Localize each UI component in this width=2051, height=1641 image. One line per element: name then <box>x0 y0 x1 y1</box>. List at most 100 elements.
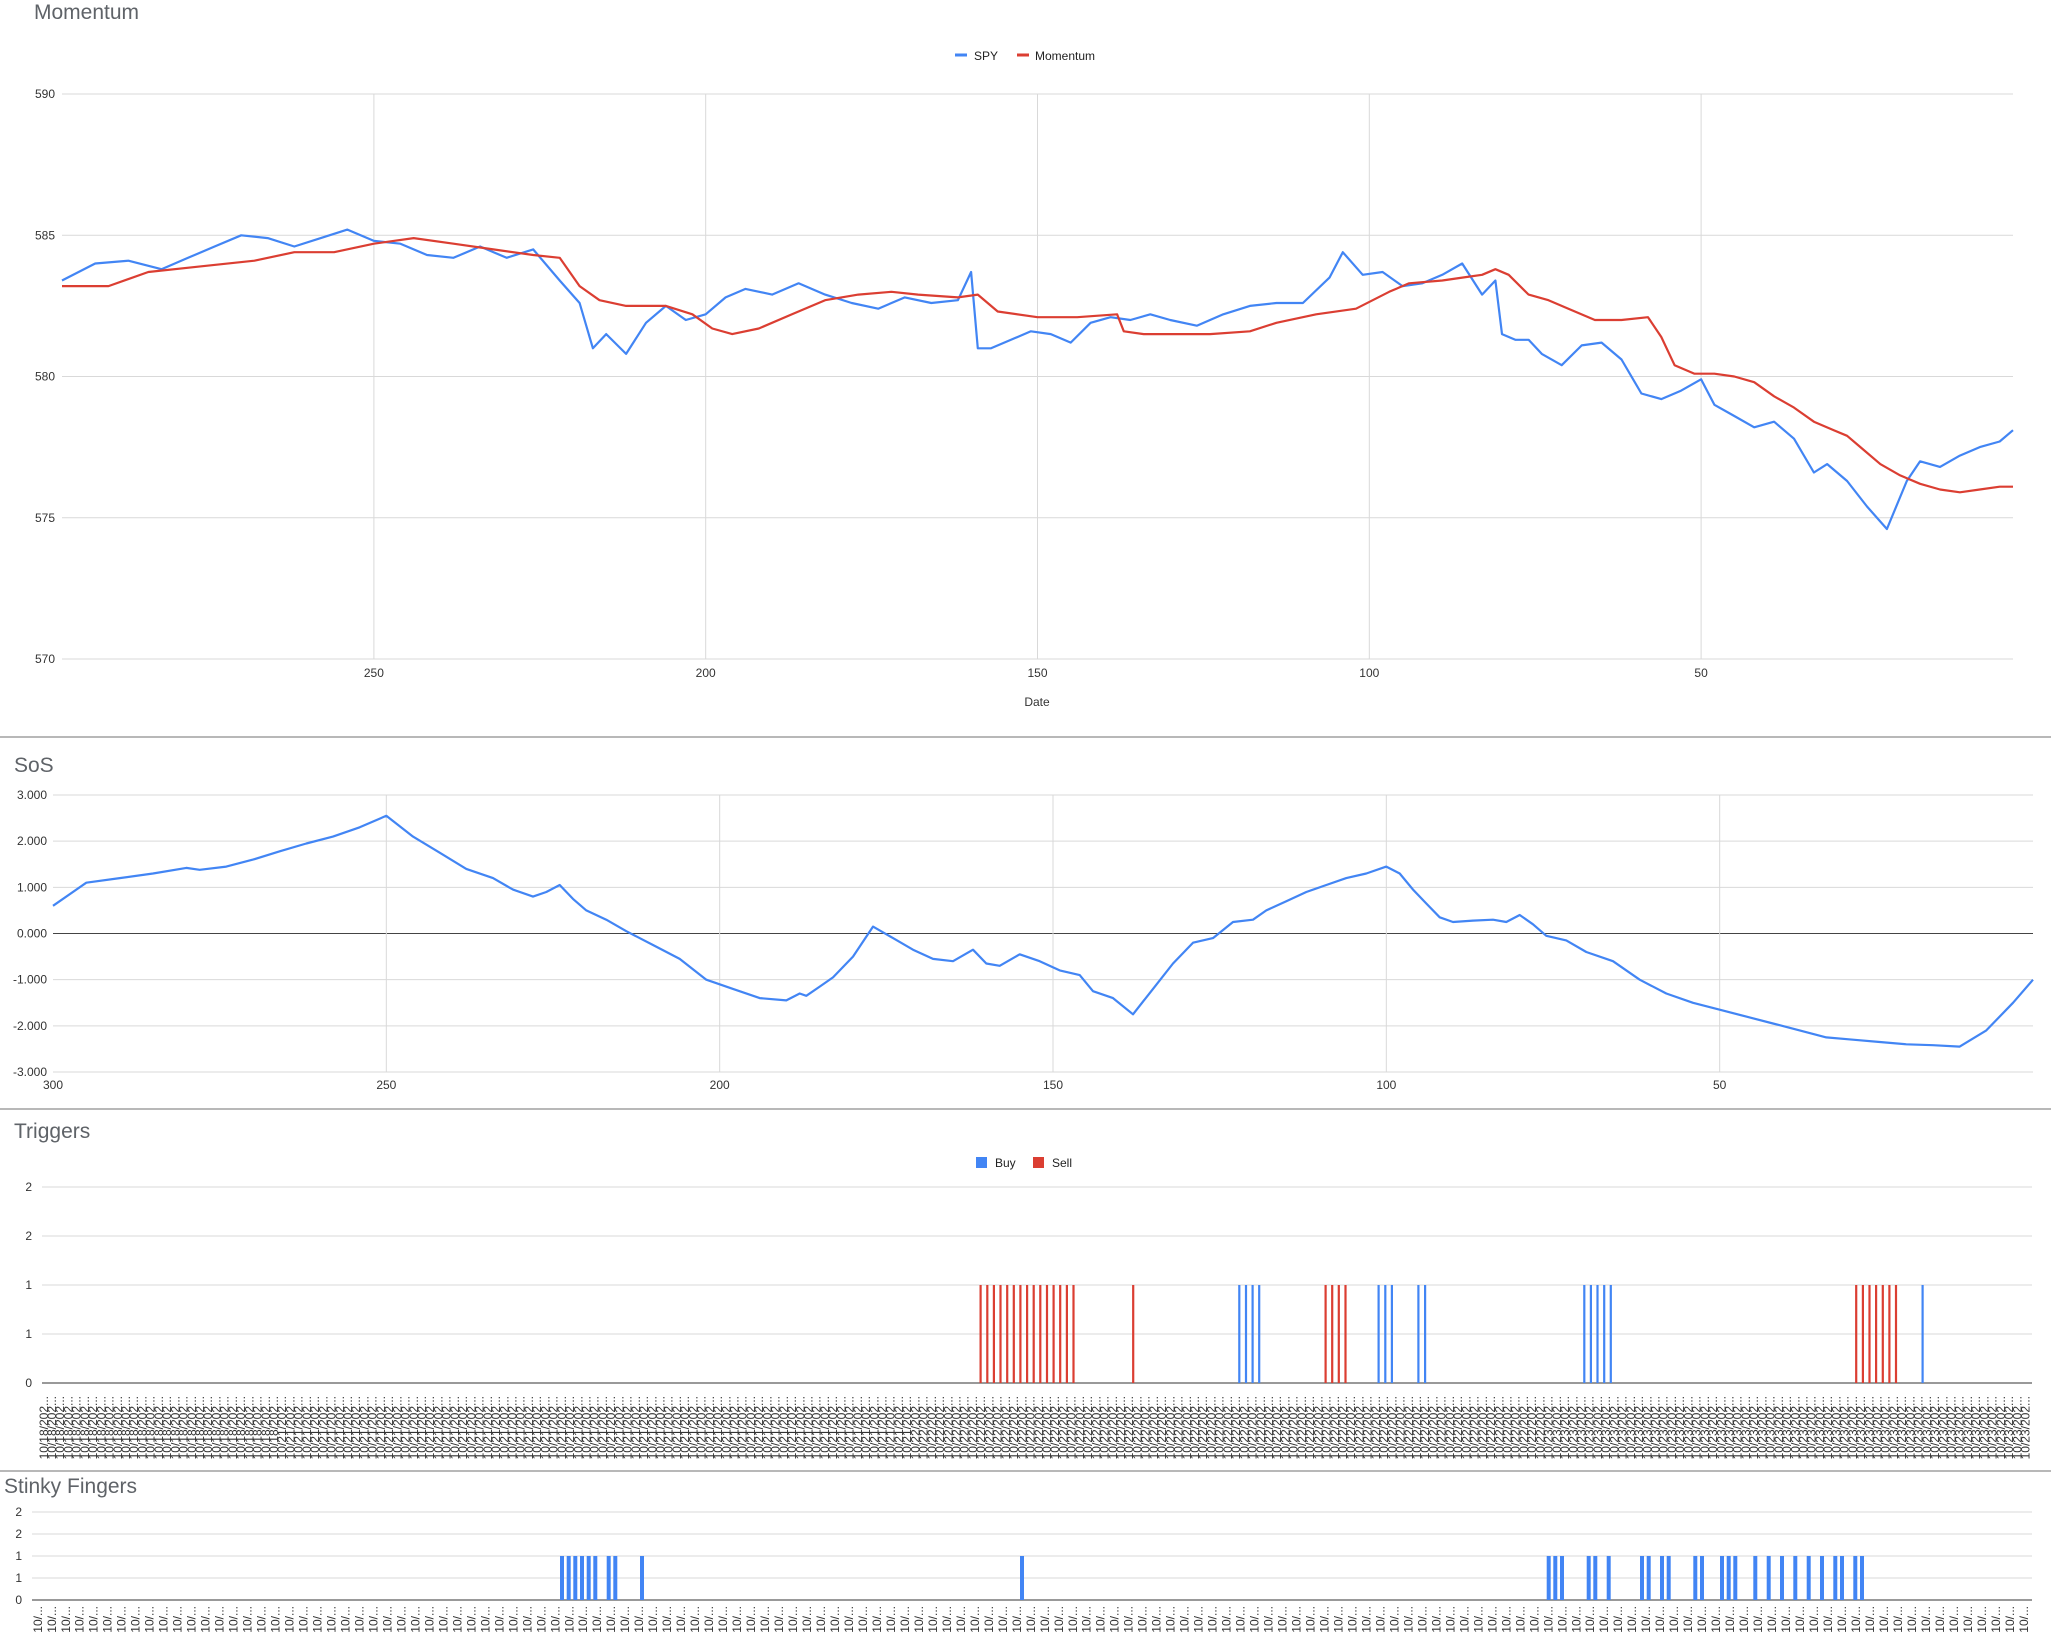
stinky-x-label: 10/... <box>702 1606 716 1633</box>
triggers-x-label: 10/23/202... <box>1599 1396 1613 1459</box>
triggers-x-label: 10/22/202... <box>1155 1396 1169 1459</box>
triggers-x-label: 10/21/202... <box>728 1396 742 1459</box>
triggers-x-label: 10/22/202... <box>1015 1396 1029 1459</box>
stinky-x-label: 10/... <box>101 1606 115 1633</box>
momentum-y-tick: 575 <box>35 511 55 525</box>
triggers-x-label: 10/21/202... <box>670 1396 684 1459</box>
triggers-x-label: 10/21/202... <box>802 1396 816 1459</box>
triggers-x-label: 10/23/202... <box>1690 1396 1704 1459</box>
triggers-x-label: 10/23/202... <box>1879 1396 1893 1459</box>
stinky-x-label: 10/... <box>1010 1606 1024 1633</box>
stinky-bar <box>1853 1556 1858 1600</box>
triggers-x-label: 10/22/202... <box>1336 1396 1350 1459</box>
triggers-x-label: 10/22/202... <box>1130 1396 1144 1459</box>
momentum-y-tick: 590 <box>35 87 55 101</box>
stinky-x-label: 10/... <box>115 1606 129 1633</box>
sos-title: SoS <box>14 754 54 777</box>
triggers-x-label: 10/21/202... <box>867 1396 881 1459</box>
stinky-x-label: 10/... <box>492 1606 506 1633</box>
stinky-x-label: 10/... <box>688 1606 702 1633</box>
momentum-legend[interactable]: SPY Momentum <box>955 49 1095 63</box>
triggers-x-label: 10/22/202... <box>1180 1396 1194 1459</box>
stinky-x-label: 10/... <box>632 1606 646 1633</box>
triggers-x-label: 10/21/202... <box>769 1396 783 1459</box>
stinky-x-label: 10/... <box>213 1606 227 1633</box>
stinky-x-label: 10/... <box>353 1606 367 1633</box>
stinky-x-label: 10/... <box>716 1606 730 1633</box>
triggers-x-label: 10/23/202... <box>1575 1396 1589 1459</box>
momentum-x-tick: 250 <box>364 666 384 680</box>
triggers-x-label: 10/22/202... <box>1533 1396 1547 1459</box>
stinky-y-tick: 0 <box>15 1593 22 1607</box>
stinky-bar <box>1020 1556 1024 1600</box>
stinky-x-label: 10/... <box>171 1606 185 1633</box>
stinky-x-label: 10/... <box>1821 1606 1835 1633</box>
stinky-x-label: 10/... <box>1989 1606 2003 1633</box>
triggers-x-label: 10/22/202... <box>999 1396 1013 1459</box>
triggers-x-label: 10/22/202... <box>1525 1396 1539 1459</box>
triggers-x-label: 10/21/202... <box>448 1396 462 1459</box>
triggers-x-label: 10/23/202... <box>1936 1396 1950 1459</box>
triggers-x-label: 10/22/202... <box>1056 1396 1070 1459</box>
triggers-x-label: 10/22/202... <box>1221 1396 1235 1459</box>
triggers-x-label: 10/22/202... <box>1410 1396 1424 1459</box>
triggers-x-label: 10/23/202... <box>1977 1396 1991 1459</box>
triggers-x-label: 10/21/202... <box>686 1396 700 1459</box>
stinky-x-label: 10/... <box>870 1606 884 1633</box>
momentum-y-tick: 580 <box>35 370 55 384</box>
sos-y-tick: 2.000 <box>17 834 47 848</box>
stinky-x-label: 10/... <box>1066 1606 1080 1633</box>
stinky-x-label: 10/... <box>674 1606 688 1633</box>
stinky-x-label: 10/... <box>1751 1606 1765 1633</box>
triggers-x-label: 10/22/202... <box>1311 1396 1325 1459</box>
legend-sell-label: Sell <box>1052 1156 1072 1170</box>
triggers-bar-sell <box>1039 1285 1042 1383</box>
triggers-x-label: 10/22/202... <box>1501 1396 1515 1459</box>
momentum-series-momentum-line <box>62 237 2013 494</box>
stinky-x-label: 10/... <box>311 1606 325 1633</box>
triggers-bar-sell <box>1875 1285 1878 1383</box>
triggers-x-label: 10/23/202... <box>1821 1396 1835 1459</box>
triggers-bar-sell <box>1065 1285 1068 1383</box>
triggers-x-label: 10/18/202... <box>234 1396 248 1459</box>
stinky-x-label: 10/... <box>1178 1606 1192 1633</box>
momentum-grid <box>62 93 2013 660</box>
triggers-x-label: 10/21/202... <box>826 1396 840 1459</box>
triggers-x-label: 10/21/202... <box>892 1396 906 1459</box>
triggers-x-label: 10/22/202... <box>1204 1396 1218 1459</box>
stinky-bar <box>1793 1556 1798 1600</box>
stinky-bar <box>1646 1556 1651 1600</box>
triggers-x-label: 10/18/202... <box>86 1396 100 1459</box>
stinky-x-label: 10/... <box>1136 1606 1150 1633</box>
stinky-x-label: 10/... <box>1429 1606 1443 1633</box>
stinky-x-label: 10/... <box>1653 1606 1667 1633</box>
stinky-x-label: 10/... <box>227 1606 241 1633</box>
triggers-x-label: 10/22/202... <box>1328 1396 1342 1459</box>
triggers-x-label: 10/21/202... <box>440 1396 454 1459</box>
stinky-x-label: 10/... <box>1891 1606 1905 1633</box>
stinky-x-label: 10/... <box>968 1606 982 1633</box>
triggers-bar-buy <box>1609 1285 1612 1383</box>
triggers-x-label: 10/18/202... <box>111 1396 125 1459</box>
triggers-y-ticks: 0 1 1 2 2 <box>25 1180 32 1390</box>
sos-x-ticks: 300 250 200 150 100 50 <box>43 1078 1727 1092</box>
triggers-x-label: 10/22/202... <box>1163 1396 1177 1459</box>
sos-chart: -3.000 -2.000 -1.000 0.000 1.000 2.000 3.000 3… <box>13 788 2034 1092</box>
triggers-x-label: 10/23/202... <box>2002 1396 2016 1459</box>
triggers-y-tick: 1 <box>25 1327 32 1341</box>
triggers-x-label: 10/18/202... <box>152 1396 166 1459</box>
triggers-x-label: 10/21/202... <box>645 1396 659 1459</box>
stinky-x-label: 10/... <box>1220 1606 1234 1633</box>
triggers-x-label: 10/21/202... <box>876 1396 890 1459</box>
stinky-x-label: 10/... <box>912 1606 926 1633</box>
triggers-x-label: 10/18/202... <box>259 1396 273 1459</box>
triggers-legend[interactable]: Buy Sell <box>976 1156 1072 1170</box>
triggers-x-label: 10/22/202... <box>966 1396 980 1459</box>
triggers-x-label: 10/22/202... <box>1344 1396 1358 1459</box>
triggers-x-label: 10/23/202... <box>1969 1396 1983 1459</box>
triggers-x-label: 10/21/202... <box>382 1396 396 1459</box>
triggers-x-label: 10/18/202... <box>251 1396 265 1459</box>
stinky-x-label: 10/... <box>1877 1606 1891 1633</box>
triggers-x-label: 10/23/202... <box>1772 1396 1786 1459</box>
triggers-title: Triggers <box>14 1120 91 1143</box>
